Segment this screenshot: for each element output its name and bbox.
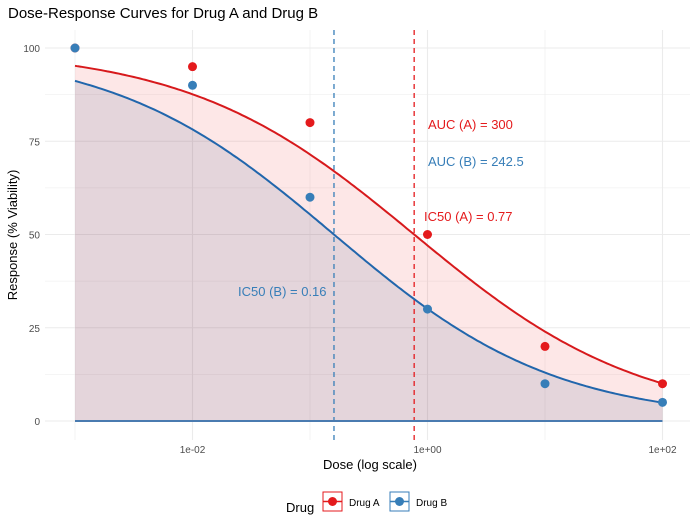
legend-item-drug-b: Drug B [389, 491, 447, 512]
y-tick-label: 100 [23, 44, 40, 55]
auc-fill-drug-b [75, 80, 663, 422]
x-tick-label: 1e-02 [180, 445, 206, 456]
y-tick-label: 50 [29, 231, 41, 242]
y-tick-label: 25 [29, 324, 41, 335]
data-point [188, 62, 197, 72]
data-point [305, 192, 315, 202]
legend: Drug Drug A Drug B [286, 491, 447, 515]
annotation-auc-b: AUC (B) = 242.5 [428, 154, 524, 169]
annotation-auc-a: AUC (A) = 300 [428, 117, 513, 132]
legend-item-drug-a: Drug A [322, 491, 380, 512]
x-tick-label: 1e+00 [413, 445, 442, 456]
axis-ticks: 0 25 50 75 100 1e-02 1e+00 1e+02 [23, 44, 677, 456]
curve-drug-b [74, 79, 663, 404]
x-axis-label: Dose (log scale) [323, 457, 417, 472]
data-point [658, 397, 667, 407]
data-point [70, 43, 80, 53]
annotation-ic50-a: IC50 (A) = 0.77 [424, 209, 513, 224]
data-points [70, 43, 667, 407]
legend-label-drug-b: Drug B [416, 498, 447, 509]
auc-fills [75, 65, 663, 422]
data-point [540, 379, 550, 389]
data-point [423, 304, 432, 314]
y-axis-label: Response (% Viability) [5, 170, 20, 301]
y-tick-label: 0 [34, 417, 40, 428]
curves [74, 64, 663, 422]
data-point [188, 80, 197, 90]
data-point [423, 230, 432, 239]
auc-fill-drug-a [75, 65, 663, 422]
chart-title: Dose-Response Curves for Drug A and Drug… [8, 5, 318, 22]
data-point [305, 118, 315, 128]
curve-drug-a [74, 64, 663, 385]
data-point [540, 341, 550, 351]
legend-title: Drug [286, 500, 314, 515]
grid [45, 30, 690, 440]
x-tick-label: 1e+02 [648, 445, 677, 456]
y-tick-label: 75 [29, 137, 41, 148]
annotation-ic50-b: IC50 (B) = 0.16 [238, 284, 327, 299]
legend-label-drug-a: Drug A [349, 498, 380, 509]
data-point [658, 379, 667, 389]
